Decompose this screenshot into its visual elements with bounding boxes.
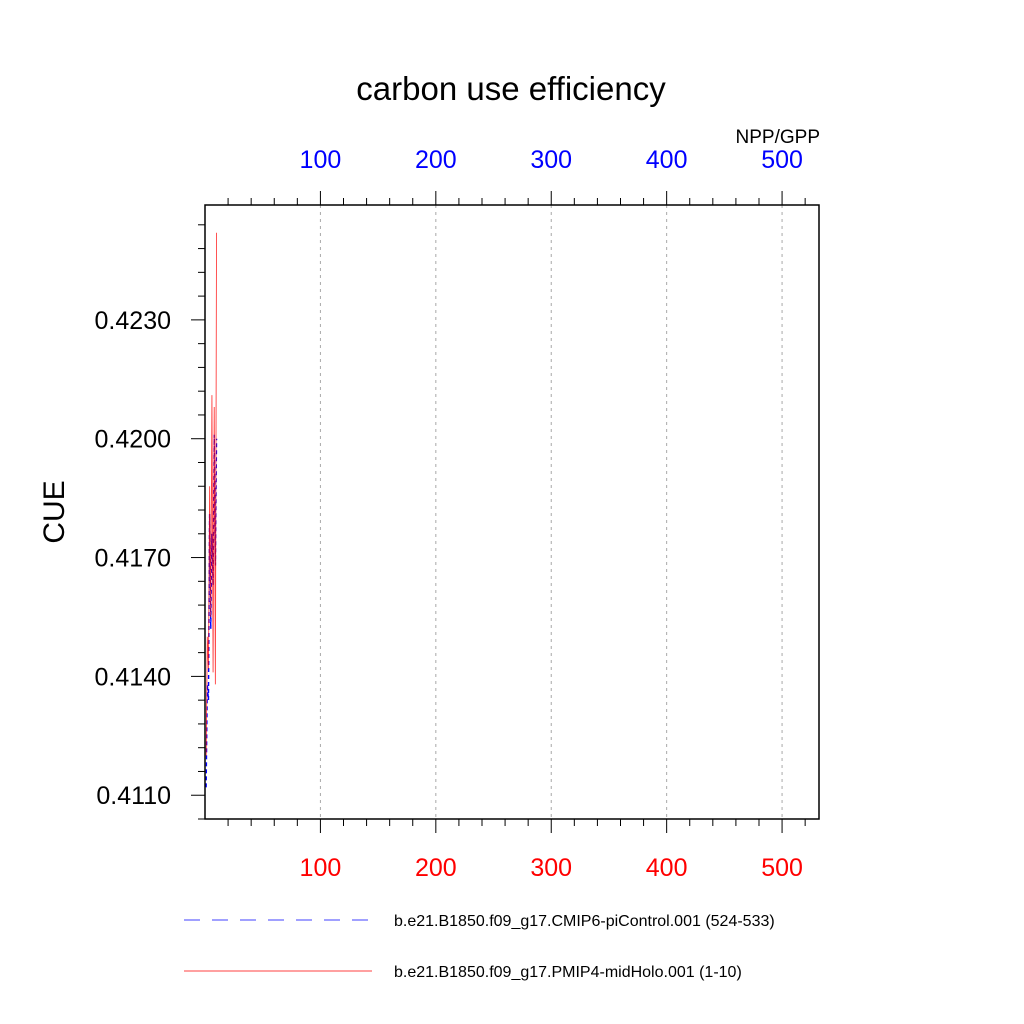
- series-line: [205, 434, 218, 788]
- axes: 100 200 300 400 500 100 200 300 400 500 0.4110 0.41…: [95, 146, 806, 882]
- y-tick-label: 0.4140: [95, 663, 171, 691]
- top-x-tick-label: 300: [530, 146, 572, 174]
- chart-subtitle: NPP/GPP: [736, 127, 820, 148]
- top-x-tick-label: 100: [300, 146, 342, 174]
- grid-lines: [319, 205, 783, 819]
- y-tick-label: 0.4170: [95, 545, 171, 573]
- x-tick-label: 200: [415, 854, 457, 882]
- y-tick-label: 0.4110: [96, 782, 171, 810]
- legend-label: b.e21.B1850.f09_g17.PMIP4-midHolo.001 (1…: [394, 964, 742, 981]
- x-tick-label: 300: [530, 854, 572, 882]
- chart-title: carbon use efficiency: [356, 70, 666, 107]
- top-x-tick-label: 500: [761, 146, 803, 174]
- legend-label: b.e21.B1850.f09_g17.CMIP6-piControl.001 …: [394, 913, 775, 930]
- y-tick-label: 0.4200: [95, 426, 171, 454]
- x-tick-label: 100: [300, 854, 342, 882]
- top-x-tick-label: 400: [646, 146, 688, 174]
- series-line: [205, 232, 217, 756]
- legend: b.e21.B1850.f09_g17.CMIP6-piControl.001 …: [184, 913, 775, 981]
- series-lines: [205, 232, 218, 788]
- x-tick-label: 500: [761, 854, 803, 882]
- x-tick-label: 400: [646, 854, 688, 882]
- plot-frame: [204, 204, 820, 820]
- y-axis-label: CUE: [38, 480, 71, 543]
- top-x-tick-label: 200: [415, 146, 457, 174]
- y-tick-label: 0.4230: [95, 307, 171, 335]
